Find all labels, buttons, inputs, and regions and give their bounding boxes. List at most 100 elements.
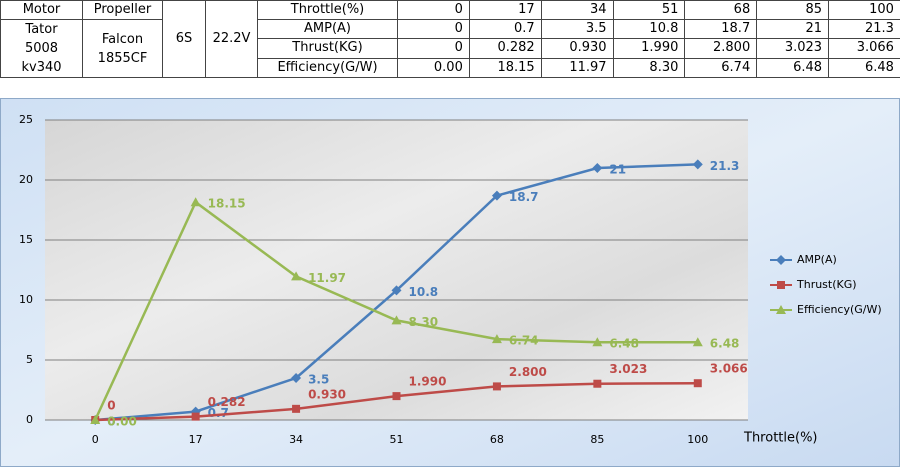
marker [491,334,502,344]
marker [693,379,702,388]
row-label-cell: Thrust(KG) [257,38,398,59]
value-cell: 6.74 [684,57,758,79]
marker [391,285,402,296]
data-label: 10.8 [409,285,439,299]
data-label: 2.800 [509,365,547,379]
marker [391,315,402,325]
data-label: 6.48 [710,337,740,351]
header-cell: Propeller [82,0,163,20]
plot-area [45,120,748,420]
marker [191,412,200,421]
y-tick-label: 20 [19,173,33,186]
marker [292,404,301,413]
data-label: 21.3 [710,159,740,173]
value-cell: 3.023 [756,38,830,59]
voltage-cell: 22.2V [205,0,258,78]
data-label: 3.5 [308,373,329,387]
value-cell: 11.97 [540,57,614,79]
chart: 0 5 10 15 20 25 0 17 34 51 68 85 100 Throttle(%) 0 0.7 3… [0,98,900,467]
data-label: 1.990 [409,375,447,389]
data-label: 0 [107,399,115,413]
value-cell: 0 [397,38,470,59]
marker [692,337,703,347]
data-label: 18.15 [208,197,246,211]
value-cell: 21 [756,18,830,40]
y-tick-label: 10 [19,293,33,306]
marker [592,337,603,347]
marker [291,373,302,383]
data-label: 0 [107,415,115,429]
motor-text: 5008 [24,41,59,56]
marker [592,163,603,173]
value-cell: 85 [756,0,830,20]
value-cell: 0.7 [468,18,542,40]
marker [291,271,302,281]
data-label: 8.30 [409,315,439,329]
value-cell: 18.15 [468,57,542,79]
x-tick-label: 51 [390,433,404,446]
y-tick-label: 25 [19,113,33,126]
cells-cell: 6S [162,0,206,78]
propeller-cell: Falcon 1855CF [82,19,163,78]
spec-table: Motor Propeller 6S 22.2V Throttle(%) 0 17 3… [0,0,900,79]
data-label: 3.066 [710,362,748,376]
y-tick-label: 15 [19,233,33,246]
row-label-cell: Throttle(%) [257,0,398,20]
row-label-cell: AMP(A) [257,18,398,40]
value-cell: 18.7 [684,18,758,40]
data-label: 0.930 [308,387,346,401]
table-row: Motor Propeller 6S 22.2V Throttle(%) 0 17 3… [0,0,900,78]
data-label: 0.7 [208,406,229,420]
propeller-text: 1855CF [97,50,148,66]
value-cell: 0.930 [540,38,614,59]
x-tick-label: 0 [92,433,99,446]
value-cell: 68 [684,0,758,20]
table-row: Tator 5008 kv340 Falcon 1855CF AMP(A) 0 0.7 3.… [0,18,900,78]
marker [692,159,703,170]
value-cell: 0 [397,18,470,40]
data-label: 3.023 [609,362,647,376]
marker [492,382,501,391]
value-cell: 0.00 [397,57,470,79]
data-label: 0.00 [107,415,137,429]
table-row: Efficiency(G/W) 0.00 18.15 11.97 8.30 6.74 6.4… [1,57,900,79]
value-cell: 3.5 [540,18,614,40]
header-cell: Motor [0,0,83,20]
value-cell: 10.8 [612,18,686,40]
motor-text: kv340 [21,60,62,75]
marker [776,255,786,265]
data-label: 21 [609,163,626,177]
value-cell: 0 [397,0,470,20]
value-cell: 3.066 [828,38,900,59]
value-cell: 17 [468,0,542,20]
legend-label: Efficiency(G/W) [797,303,882,316]
value-cell: 2.800 [684,38,758,59]
value-cell: 51 [612,0,686,20]
x-tick-label: 17 [189,433,203,446]
propeller-text: Falcon [101,31,144,47]
marker [777,281,785,289]
marker [593,379,602,388]
marker [776,305,786,314]
marker [392,392,401,401]
value-cell: 6.48 [756,57,830,79]
data-label: 0.282 [208,395,246,409]
data-label: 18.7 [509,190,539,204]
row-label-cell: Efficiency(G/W) [257,57,398,79]
value-cell: 34 [540,0,614,20]
x-tick-label: 85 [590,433,604,446]
value-cell: 100 [828,0,900,20]
motor-cell: Tator 5008 kv340 [0,19,83,78]
y-tick-label: 0 [26,413,33,426]
y-tick-label: 5 [26,353,33,366]
legend-label: AMP(A) [797,253,837,266]
x-axis-label: Throttle(%) [743,431,818,446]
data-label: 11.97 [308,271,346,285]
data-label: 6.74 [509,334,539,348]
x-tick-label: 100 [687,433,708,446]
legend-label: Thrust(KG) [796,278,857,291]
motor-text: Tator [25,22,58,37]
x-tick-label: 34 [289,433,303,446]
marker [491,190,502,201]
